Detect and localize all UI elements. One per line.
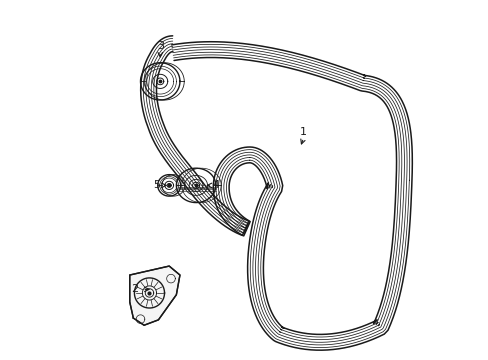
Text: 1: 1 [300,127,306,136]
Text: 3: 3 [157,41,163,50]
Text: 5: 5 [153,180,160,190]
Polygon shape [148,44,404,342]
Text: 4: 4 [212,180,219,190]
Text: 2: 2 [131,284,139,294]
Polygon shape [129,266,180,325]
